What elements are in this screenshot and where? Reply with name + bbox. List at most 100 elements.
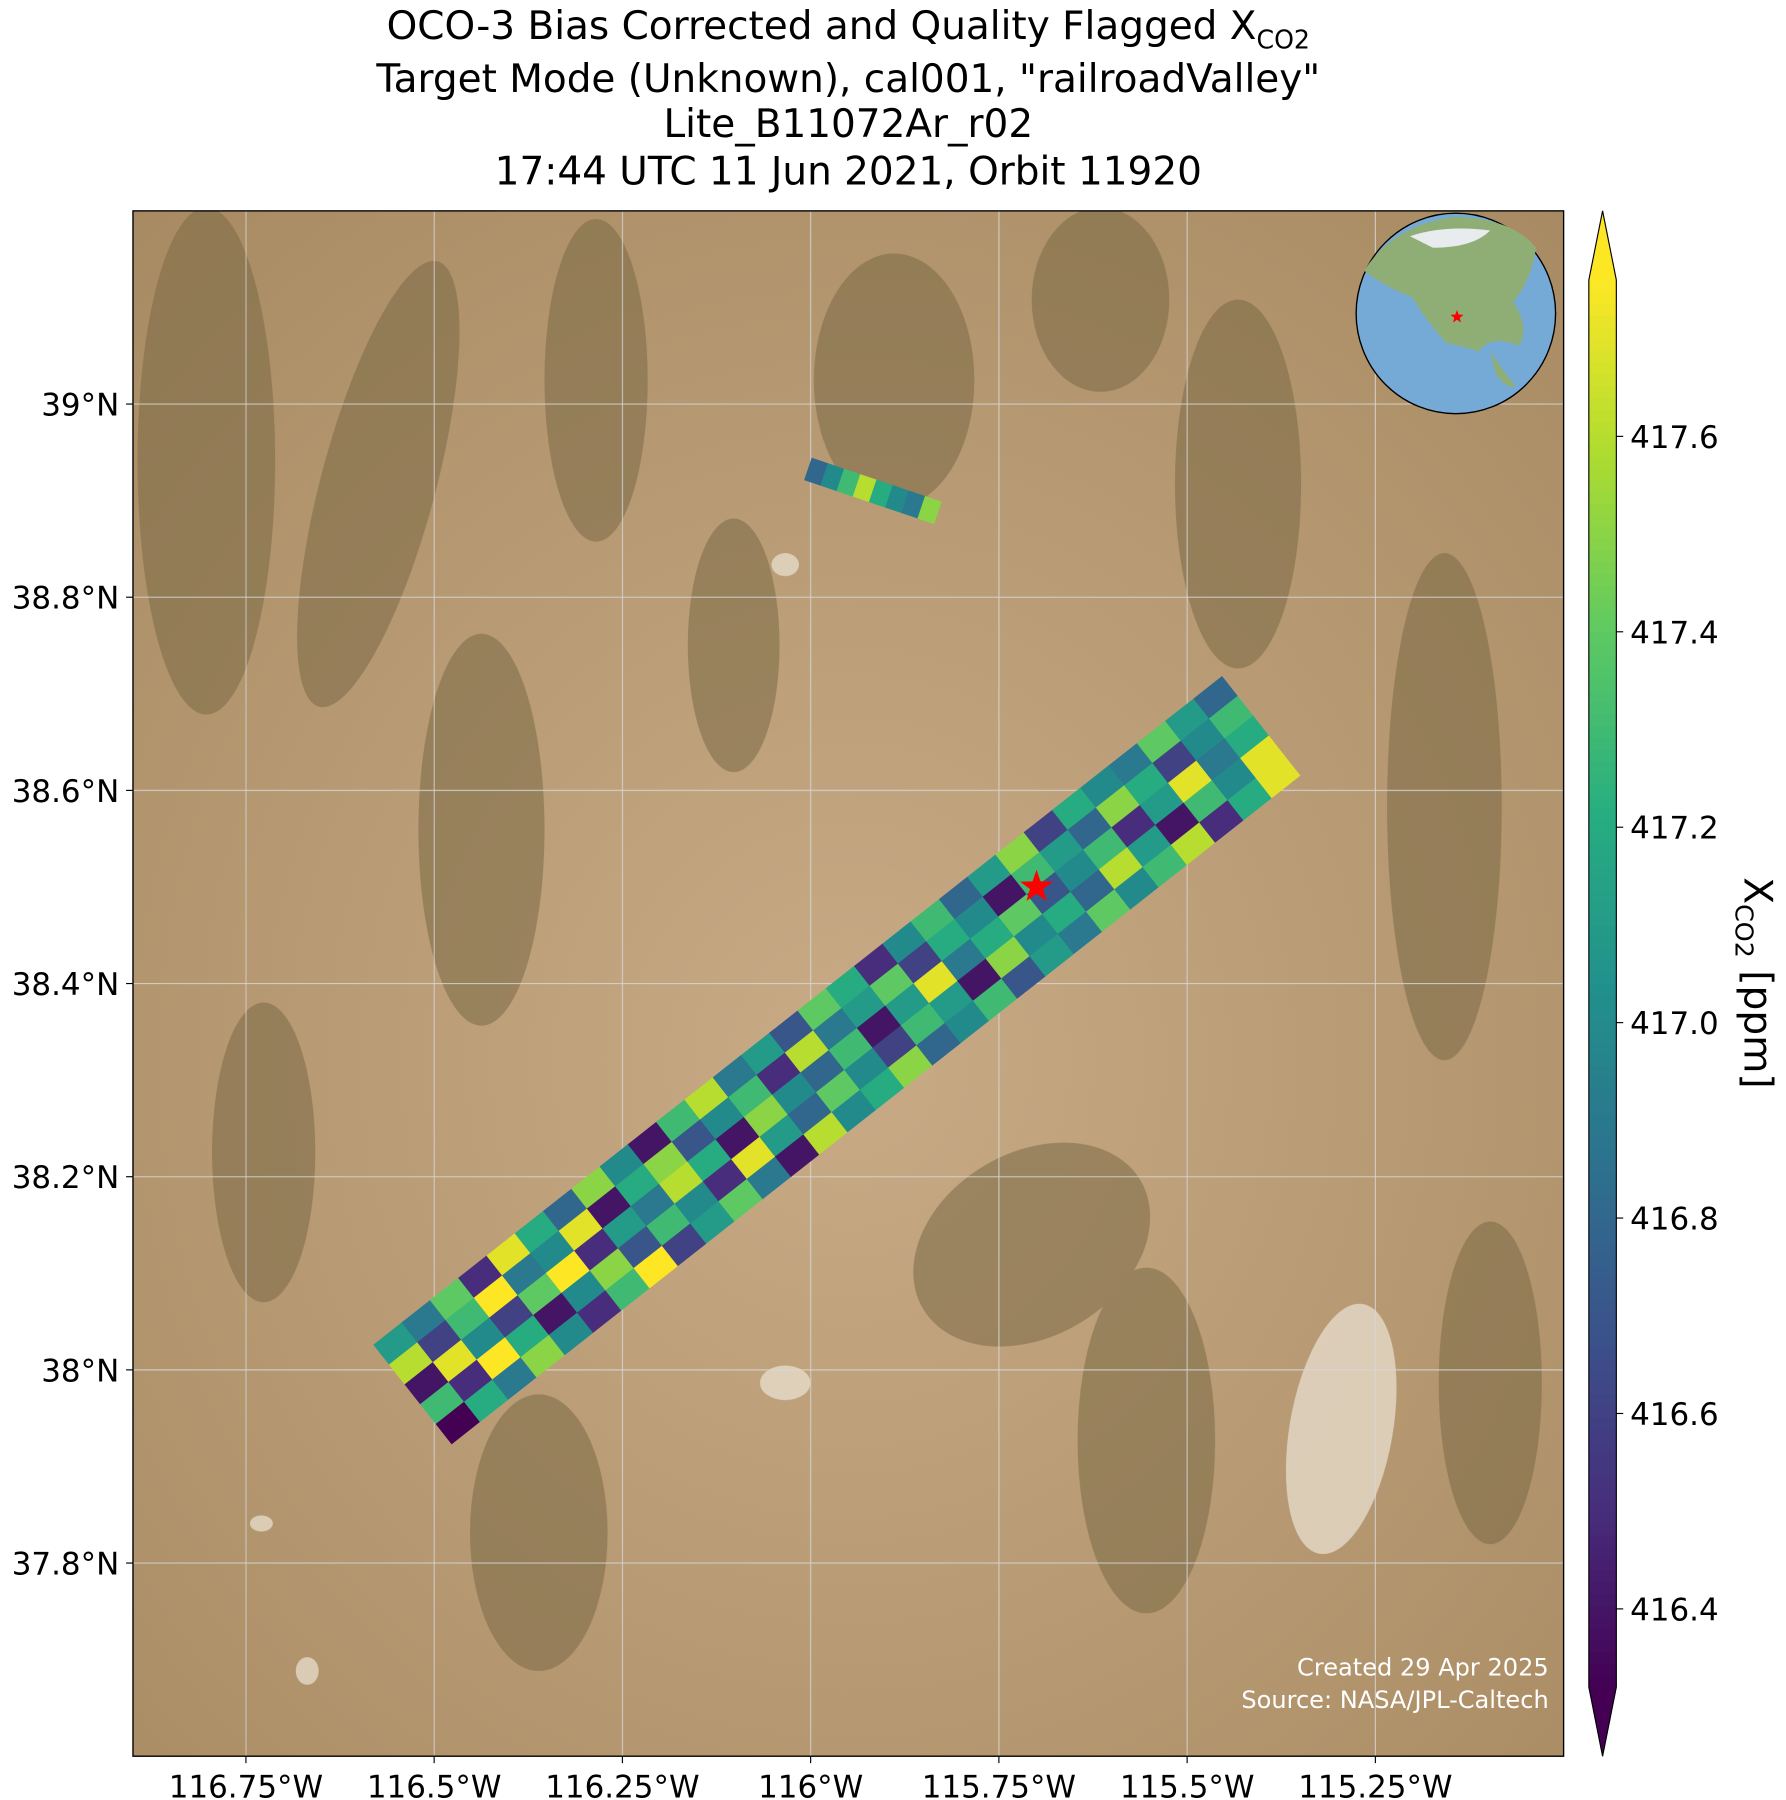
- colorbar-segment: [1588, 1464, 1617, 1477]
- y-tick-label: 37.8°N: [12, 1546, 119, 1582]
- colorbar-label-main: X: [1735, 877, 1780, 904]
- colorbar-segment: [1588, 537, 1617, 551]
- colorbar-segment: [1588, 1405, 1617, 1419]
- colorbar-segment: [1588, 971, 1617, 985]
- colorbar-segment: [1588, 549, 1617, 563]
- colorbar-segment: [1588, 1229, 1617, 1243]
- colorbar-segment: [1588, 1053, 1617, 1067]
- colorbar-segment: [1588, 1440, 1617, 1454]
- colorbar-segment: [1588, 291, 1617, 305]
- colorbar-segment: [1588, 409, 1617, 422]
- x-tick-label: 115.25°W: [1298, 1770, 1452, 1800]
- y-tick-label: 38.2°N: [12, 1160, 119, 1196]
- subtitle: 17:44 UTC 11 Jun 2021, Orbit 11920: [495, 149, 1202, 194]
- y-tick-label: 38.6°N: [12, 774, 119, 810]
- swath: [373, 457, 1301, 1445]
- colorbar-segment: [1588, 1604, 1617, 1618]
- colorbar-segment: [1588, 1206, 1617, 1219]
- colorbar-segment: [1588, 596, 1617, 610]
- graticule: [132, 210, 1564, 1757]
- colorbar-segment: [1588, 1171, 1617, 1184]
- colorbar-segment: [1588, 397, 1617, 410]
- colorbar-segment: [1588, 1417, 1617, 1430]
- plot-frame: [132, 210, 1565, 1757]
- colorbar-segment: [1588, 1182, 1617, 1196]
- colorbar-segment: [1588, 1347, 1617, 1360]
- colorbar-segment: [1588, 1288, 1617, 1301]
- colorbar-label: XCO2 [ppm]: [1730, 877, 1780, 1088]
- colorbar-segment: [1588, 889, 1617, 903]
- target-marker: [1020, 869, 1053, 901]
- colorbar-segment: [1588, 1640, 1617, 1653]
- colorbar-segment: [1588, 924, 1617, 938]
- colorbar-segment: [1588, 795, 1617, 809]
- colorbar-segment: [1588, 1593, 1617, 1606]
- colorbar-tick-label: 416.8: [1630, 1202, 1719, 1238]
- colorbar-segment: [1588, 479, 1617, 492]
- colorbar-segment: [1588, 373, 1617, 387]
- colorbar-segment: [1588, 702, 1617, 715]
- colorbar-segment: [1588, 1358, 1617, 1372]
- colorbar-segment: [1588, 1499, 1617, 1512]
- colorbar-segment: [1588, 1264, 1617, 1278]
- colorbar-segment: [1588, 1651, 1617, 1665]
- colorbar-segment: [1588, 1663, 1617, 1677]
- annotation: Source: NASA/JPL-Caltech: [1241, 1686, 1548, 1714]
- subtitle: Target Mode (Unknown), cal001, "railroad…: [375, 57, 1320, 102]
- colorbar-segment: [1588, 350, 1617, 363]
- colorbar-segment: [1588, 737, 1617, 750]
- colorbar-segment: [1588, 1534, 1617, 1548]
- colorbar-segment: [1588, 1522, 1617, 1536]
- colorbar-segment: [1588, 526, 1617, 539]
- colorbar-segment: [1588, 1476, 1617, 1489]
- globe-target: [1450, 309, 1464, 323]
- colorbar-segment: [1588, 901, 1617, 914]
- title-main: OCO-3 Bias Corrected and Quality Flagged…: [387, 4, 1257, 49]
- colorbar-segment: [1588, 1253, 1617, 1266]
- colorbar-segment: [1588, 514, 1617, 527]
- colorbar-segment: [1588, 960, 1617, 973]
- colorbar-segment: [1588, 491, 1617, 504]
- colorbar-segment: [1588, 866, 1617, 879]
- colorbar-segment: [1588, 1135, 1617, 1149]
- colorbar-segment: [1588, 749, 1617, 762]
- colorbar-segment: [1588, 878, 1617, 891]
- colorbar-segment: [1588, 1030, 1617, 1043]
- colorbar-segment: [1588, 831, 1617, 844]
- colorbar-segment: [1588, 1241, 1617, 1254]
- colorbar-segment: [1588, 1089, 1617, 1102]
- x-tick-label: 116.5°W: [367, 1770, 502, 1800]
- colorbar-segment: [1588, 1112, 1617, 1125]
- colorbar-segment: [1588, 1018, 1617, 1032]
- colorbar-segment: [1588, 1311, 1617, 1325]
- colorbar-segment: [1588, 1006, 1617, 1020]
- colorbar-segment: [1588, 584, 1617, 598]
- colorbar-segment: [1588, 1147, 1617, 1161]
- colorbar-segment: [1588, 1628, 1617, 1641]
- colorbar-segment: [1588, 1382, 1617, 1395]
- colorbar-segment: [1588, 467, 1617, 481]
- colorbar-segment: [1588, 1218, 1617, 1231]
- y-tick-label: 38.4°N: [12, 967, 119, 1003]
- colorbar-segment: [1588, 1581, 1617, 1594]
- colorbar-segment: [1588, 1452, 1617, 1465]
- colorbar-segment: [1588, 561, 1617, 574]
- colorbar-segment: [1588, 432, 1617, 445]
- colorbar-segment: [1588, 573, 1617, 586]
- colorbar-segment: [1588, 690, 1617, 703]
- colorbar-segment: [1588, 362, 1617, 375]
- colorbar-segment: [1588, 784, 1617, 797]
- colorbar-segment: [1588, 643, 1617, 656]
- colorbar-segment: [1588, 280, 1617, 293]
- colorbar-tick-label: 416.4: [1630, 1592, 1719, 1628]
- colorbar: 416.4 416.6 416.8 417.0 417.2 417.4 417.6: [1588, 210, 1719, 1757]
- colorbar-segment: [1588, 1370, 1617, 1383]
- colorbar-segment: [1588, 1042, 1617, 1055]
- colorbar-tick-label: 417.6: [1630, 420, 1719, 456]
- colorbar-segment: [1588, 713, 1617, 727]
- colorbar-segment: [1588, 1429, 1617, 1442]
- colorbar-segment: [1588, 455, 1617, 469]
- y-tick-label: 38°N: [41, 1353, 119, 1389]
- colorbar-segment: [1588, 760, 1617, 774]
